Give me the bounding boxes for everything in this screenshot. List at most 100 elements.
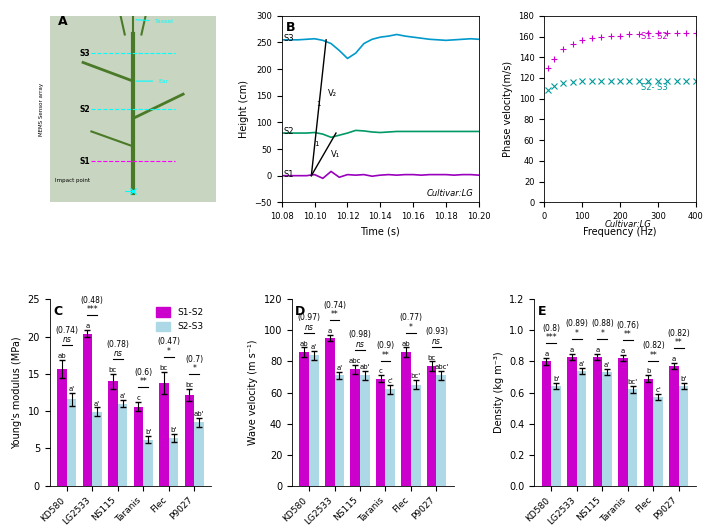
Text: (0.74): (0.74) [323,301,346,310]
Text: b': b' [680,376,687,382]
Bar [159,383,169,486]
Bar [653,397,663,486]
Text: (0.6): (0.6) [134,368,152,377]
Text: D: D [295,305,305,318]
Text: ab': ab' [359,364,370,370]
Text: ab: ab [300,341,308,346]
Text: (0.88): (0.88) [591,319,613,328]
Bar [386,390,395,486]
Text: (0.82): (0.82) [642,341,665,350]
Text: (0.47): (0.47) [157,337,180,346]
Bar [92,412,102,486]
Bar [324,338,334,486]
Bar [350,369,360,486]
Bar [376,379,386,486]
Bar [437,375,446,486]
Text: c': c' [388,378,393,384]
X-axis label: Time (s): Time (s) [361,227,400,237]
Text: bc': bc' [628,380,638,385]
Text: S2- S3: S2- S3 [641,83,667,92]
Text: ab: ab [402,341,410,346]
Text: (0.93): (0.93) [425,327,448,336]
Bar [542,362,551,486]
Text: (0.8): (0.8) [542,324,560,333]
Text: (0.74): (0.74) [55,326,78,335]
Text: a: a [85,323,89,329]
Text: (0.97): (0.97) [297,313,320,322]
Text: *: * [575,329,579,338]
FancyBboxPatch shape [50,16,217,202]
Text: a': a' [94,401,100,407]
Text: c': c' [655,387,661,393]
Text: a: a [545,352,549,357]
Text: (0.98): (0.98) [349,331,371,340]
Y-axis label: Height (cm): Height (cm) [239,80,249,138]
Text: ns: ns [305,323,313,332]
Text: ns: ns [62,335,71,344]
Text: ab': ab' [194,411,204,417]
Text: (0.48): (0.48) [81,296,104,305]
Text: c: c [136,395,141,401]
Bar [108,381,118,486]
X-axis label: Frequency (Hz): Frequency (Hz) [583,227,657,237]
Bar [411,385,421,486]
Y-axis label: Young's modulus (MPa): Young's modulus (MPa) [12,336,22,449]
Text: a': a' [579,361,585,367]
Text: B: B [285,22,295,34]
Text: *: * [167,347,170,356]
Text: **: ** [139,378,147,386]
Text: ***: *** [545,334,557,343]
Text: C: C [53,305,62,318]
Bar [57,369,67,486]
Text: *: * [409,323,413,332]
Text: ab: ab [58,353,66,359]
Bar [169,438,178,486]
Text: (0.89): (0.89) [565,319,589,328]
Bar [577,371,586,486]
Text: *: * [601,329,604,338]
Text: a': a' [311,344,317,350]
Text: abc: abc [349,357,361,364]
Text: 1: 1 [315,142,319,147]
Bar [669,366,679,486]
Bar [602,372,612,486]
Bar [143,439,153,486]
Text: (0.77): (0.77) [400,313,422,322]
Bar [195,422,204,486]
Text: S1: S1 [283,170,294,179]
Text: a: a [570,347,574,353]
Text: **: ** [675,338,682,347]
Text: ns: ns [114,349,122,358]
Legend: S1-S2, S2-S3: S1-S2, S2-S3 [153,304,207,335]
Text: S3: S3 [283,34,294,43]
Bar [567,357,577,486]
Text: a': a' [604,362,610,369]
Text: Cultivar:LG: Cultivar:LG [604,220,651,229]
Text: S2: S2 [80,105,90,114]
Y-axis label: Wave velocity (m s⁻¹): Wave velocity (m s⁻¹) [248,340,258,445]
Text: (0.9): (0.9) [376,341,395,350]
Text: S1: S1 [80,157,90,166]
Text: bc: bc [427,354,436,361]
Bar [551,386,561,486]
Bar [334,375,344,486]
Text: Ear: Ear [136,79,168,83]
Text: abc': abc' [434,364,449,370]
Text: S2: S2 [283,127,294,137]
Bar [118,404,127,486]
Text: MEMS Sensor array: MEMS Sensor array [39,82,44,136]
Text: *: * [192,364,196,373]
Text: **: ** [650,351,657,360]
Text: b': b' [170,427,177,433]
Text: a': a' [337,365,342,371]
Bar [360,375,370,486]
Text: ns: ns [432,336,441,346]
Bar [309,355,319,486]
Bar [82,334,92,486]
Text: (0.82): (0.82) [667,329,690,338]
Text: b': b' [553,376,559,382]
Text: Cultivar:LG: Cultivar:LG [426,189,473,198]
Text: a: a [595,347,599,353]
Text: b': b' [145,429,151,435]
Bar [643,379,653,486]
